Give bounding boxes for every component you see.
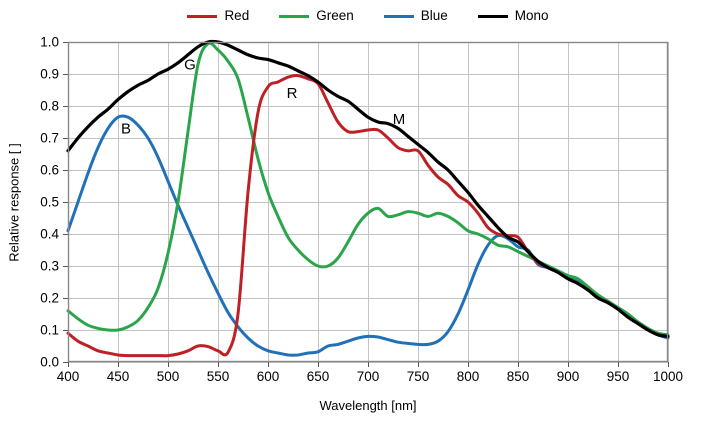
curve-annotations: B G R M [121,56,405,137]
legend-label-mono: Mono [514,8,549,24]
x-tick-label: 800 [457,369,480,384]
blue-line-swatch-icon [383,14,414,18]
legend-label-blue: Blue [420,8,448,24]
x-tick-label: 650 [307,369,330,384]
series-line-mono [66,39,670,338]
x-tick-label: 400 [57,369,80,384]
x-tick-label: 900 [557,369,580,384]
mono-line-swatch-icon [477,14,508,18]
y-tick-label: 0.0 [40,355,59,370]
tick-marks [63,42,669,367]
plot-border [67,41,669,363]
legend-label-green: Green [316,8,354,24]
x-tick-label: 950 [607,369,630,384]
y-tick-label: 0.6 [40,163,59,178]
series-line-green [66,41,670,337]
legend-item-green: Green [279,9,354,23]
x-tick-label: 750 [407,369,430,384]
annotation-m: M [393,111,406,128]
x-tick-label: 600 [257,369,280,384]
x-axis-title: Wavelength [nm] [319,398,417,413]
tick-labels: 400 450 500 550 600 650 700 750 800 850 900 950 1000… [40,35,683,385]
y-tick-label: 0.8 [40,99,59,114]
x-tick-label: 700 [357,369,380,384]
y-tick-label: 0.7 [40,131,59,146]
legend-label-red: Red [224,8,250,24]
x-tick-label: 1000 [653,369,683,384]
legend-item-mono: Mono [477,8,549,24]
annotation-b: B [121,120,131,137]
y-tick-label: 0.2 [40,291,59,306]
y-tick-label: 0.4 [40,227,59,242]
x-tick-label: 850 [507,369,530,384]
y-tick-label: 1.0 [40,35,59,50]
y-axis-title: Relative response [ ] [6,143,22,262]
x-tick-label: 550 [207,369,230,384]
y-tick-label: 0.5 [40,195,59,210]
red-line-swatch-icon [187,14,218,18]
legend: Red Green Blue Mono [68,6,668,26]
x-tick-label: 450 [107,369,130,384]
series-lines [66,39,670,358]
y-tick-label: 0.3 [40,259,59,274]
legend-item-red: Red [187,9,249,23]
annotation-g: G [184,56,196,73]
green-line-swatch-icon [279,14,310,18]
legend-item-blue: Blue [383,8,448,24]
y-tick-label: 0.1 [40,323,59,338]
annotation-r: R [287,85,298,102]
y-tick-label: 0.9 [40,67,59,82]
x-tick-label: 500 [157,369,180,384]
gridlines [68,42,669,363]
